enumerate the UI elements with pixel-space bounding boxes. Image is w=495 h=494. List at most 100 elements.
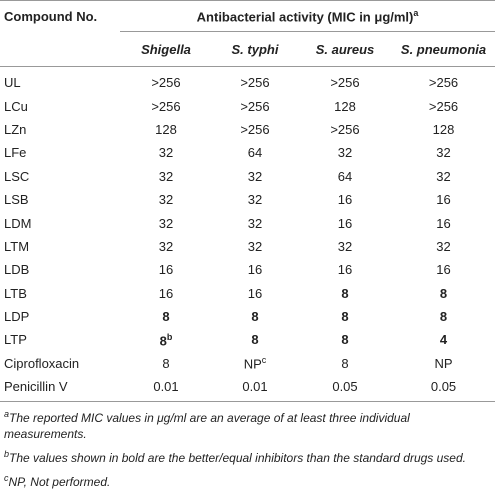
footnote: aThe reported MIC values in μg/ml are an… [0,402,495,442]
value-cell: 128 [334,98,356,114]
table-row: LTB 16 16 8 8 [0,282,495,305]
value-text: 8 [341,285,349,301]
value-cell: 8 [298,282,392,305]
header-text: Antibacterial activity (MIC in μg/ml) [196,9,414,25]
compound-cell: LDM [4,215,32,231]
species-header: S. typhi [212,31,298,67]
value-cell: 32 [158,215,174,231]
value-cell: >256 [428,98,459,114]
footnote-marker: b [4,449,10,460]
compound-cell: LDP [4,309,30,325]
value-cell: >256 [240,75,270,91]
value-cell: 0.05 [298,375,392,403]
value-cell: 16 [247,262,263,278]
footnote-marker: c [261,355,267,366]
value-cell: 8 [298,328,392,351]
value-cell: NPc [212,352,298,375]
value-cell: 32 [436,145,451,161]
footnote: bThe values shown in bold are the better… [0,442,495,466]
compound-cell: LZn [4,121,27,137]
table-row: LTM 32 32 32 32 [0,235,495,258]
value-cell: >256 [151,75,181,91]
table-row: LSB 32 32 16 16 [0,188,495,211]
compound-cell: LTP [4,332,27,348]
table-row: LDP 8 8 8 8 [0,305,495,328]
table-row: LCu >256 >256 128 >256 [0,94,495,117]
value-cell: NP [434,355,453,371]
value-cell: 8 [162,355,170,371]
compound-cell: LDB [4,262,30,278]
value-text: 4 [439,332,448,348]
value-cell: 32 [158,145,174,161]
value-cell: >256 [240,121,270,137]
table-row: LFe 32 64 32 32 [0,141,495,164]
value-cell: 32 [337,238,353,254]
species-header: S. pneumonia [392,31,495,67]
footnote-marker: b [166,331,173,342]
table-row: LZn 128 >256 >256 128 [0,118,495,141]
compound-cell: LFe [4,145,27,161]
value-cell: 16 [337,262,353,278]
value-cell: 32 [158,192,174,208]
species-header: Shigella [120,31,212,67]
header-cell [0,31,120,67]
value-cell: 32 [247,192,263,208]
value-cell: >256 [240,98,270,114]
value-cell: 128 [155,121,177,137]
table-body: UL >256 >256 >256 >256 LCu >256 >256 128 >256 LZn 1… [0,67,495,403]
compound-cell: LSB [4,192,29,208]
footnote-text: NP, Not performed. [8,475,111,490]
header-cell: Compound No. [0,0,120,32]
value-cell: 16 [247,285,263,301]
value-cell: 32 [436,168,451,184]
table-row: Penicillin V 0.01 0.01 0.05 0.05 [0,375,495,403]
value-cell: 8 [120,305,212,328]
value-cell: 32 [247,168,263,184]
value-cell: 32 [247,238,263,254]
table-row: UL >256 >256 >256 >256 [0,67,495,95]
value-text: NP [243,356,262,372]
compound-cell: LTB [4,285,27,301]
value-cell: 32 [247,215,263,231]
value-cell: 64 [247,145,263,161]
data-table: Compound No. Antibacterial activity (MIC… [0,0,495,403]
value-cell: >256 [151,98,181,114]
value-cell: 8 [212,328,298,351]
compound-cell: LTM [4,238,30,254]
value-cell: 8b [120,328,212,351]
value-cell: 128 [432,121,455,137]
value-cell: 32 [158,168,174,184]
value-text: 8 [162,309,170,325]
footnote: cNP, Not performed. [0,466,495,490]
value-text: 8 [439,285,448,301]
footnote-marker: a [4,409,10,420]
compound-cell: Ciprofloxacin [4,355,80,371]
table-row: LDM 32 32 16 16 [0,211,495,234]
value-cell: 16 [436,215,451,231]
value-cell: 16 [436,192,451,208]
value-text: 8 [341,332,349,348]
value-cell: 8 [212,305,298,328]
value-cell: >256 [330,121,360,137]
value-cell: 16 [158,285,174,301]
footnote-text: The values shown in bold are the better/… [9,451,466,466]
value-cell: 0.01 [212,375,298,403]
value-cell: 8 [392,282,495,305]
table-row: Ciprofloxacin 8 NPc 8 NP [0,352,495,375]
value-cell: 0.05 [392,375,495,403]
value-cell: 8 [392,305,495,328]
compound-cell: UL [4,75,21,91]
footnote-text: The reported MIC values in μg/ml are an … [4,411,410,442]
value-cell: 0.01 [120,375,212,403]
species-header: S. aureus [298,31,392,67]
compound-cell: Penicillin V [0,375,120,403]
footnote-marker: c [4,473,9,484]
footnote-marker: a [413,7,419,18]
value-cell: 8 [341,355,349,371]
value-text: 8 [251,309,259,325]
footnotes: aThe reported MIC values in μg/ml are an… [0,402,495,490]
value-text: 8 [341,309,349,325]
value-cell: 16 [158,262,174,278]
value-cell: 16 [337,192,353,208]
